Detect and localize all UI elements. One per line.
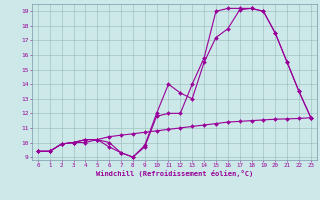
- X-axis label: Windchill (Refroidissement éolien,°C): Windchill (Refroidissement éolien,°C): [96, 170, 253, 177]
